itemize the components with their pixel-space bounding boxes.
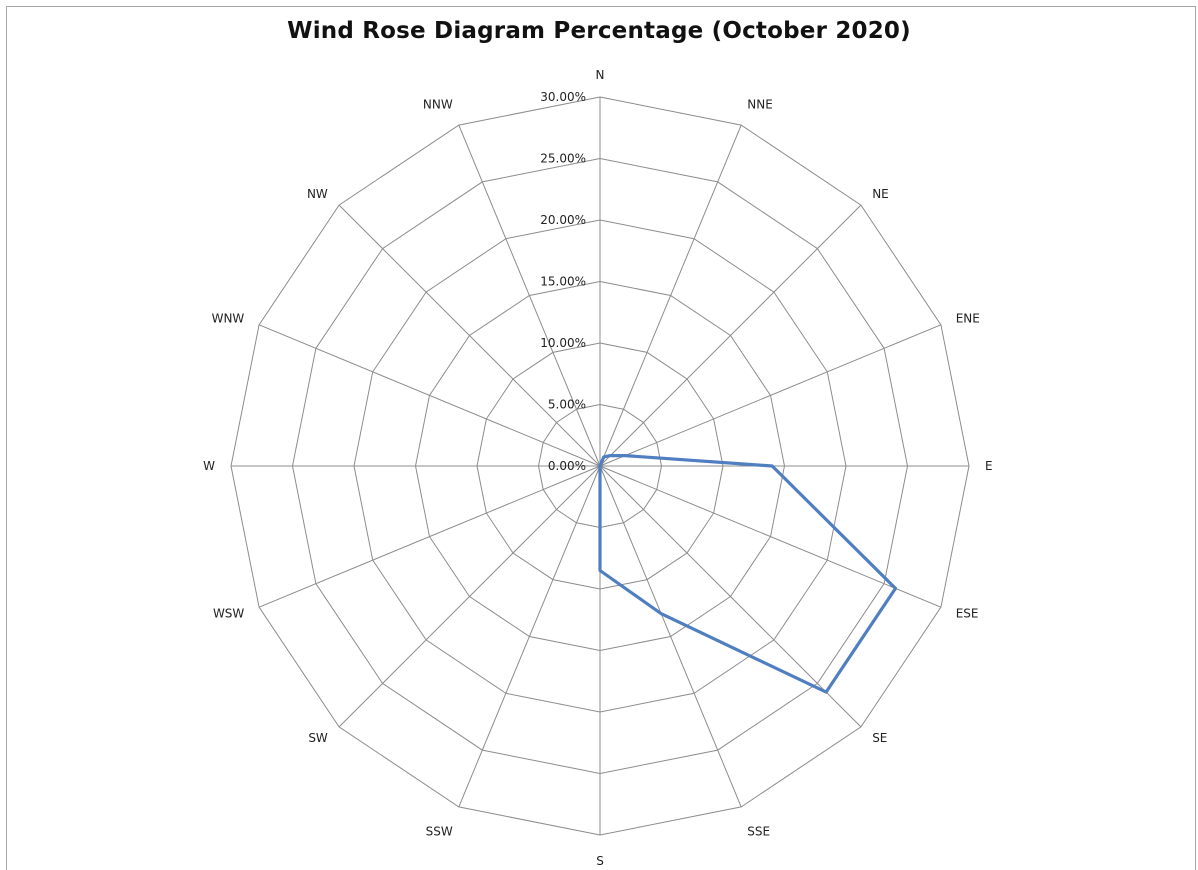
radial-axis: 0.00% 5.00% 10.00% 15.00% 20.00% 25.00% 30.00% — [540, 90, 586, 473]
tick-label: 5.00% — [548, 398, 586, 412]
direction-label-sw: SW — [308, 731, 328, 745]
grid-layer — [230, 96, 970, 836]
spoke-nw — [338, 204, 601, 467]
tick-label: 30.00% — [540, 90, 586, 104]
spoke-ne — [599, 204, 862, 467]
tick-label: 20.00% — [540, 213, 586, 227]
spoke-sw — [338, 465, 601, 728]
tick-label: 0.00% — [548, 459, 586, 473]
chart-title: Wind Rose Diagram Percentage (October 20… — [287, 18, 911, 44]
direction-label-nw: NW — [307, 187, 328, 201]
tick-label: 15.00% — [540, 275, 586, 289]
series-line-0 — [598, 454, 898, 694]
direction-label-e: E — [985, 459, 993, 473]
direction-label-s: S — [596, 854, 604, 868]
spoke-ene — [599, 324, 942, 467]
chart-area — [6, 6, 1196, 870]
direction-label-ssw: SSW — [426, 825, 453, 839]
direction-label-nne: NNE — [747, 97, 773, 111]
spoke-ese — [599, 465, 942, 608]
spoke-wnw — [258, 324, 601, 467]
direction-label-ene: ENE — [956, 312, 980, 326]
tick-label: 25.00% — [540, 152, 586, 166]
spoke-ssw — [458, 465, 601, 808]
direction-labels: N NNE NE ENE E ESE SE SSE S SSW SW WSW W WNW NW NNW — [203, 68, 992, 868]
direction-label-nnw: NNW — [423, 97, 453, 111]
spoke-nnw — [458, 124, 601, 467]
direction-label-ne: NE — [872, 187, 889, 201]
direction-label-sse: SSE — [747, 825, 770, 839]
series-layer — [598, 454, 898, 694]
spoke-sse — [599, 465, 742, 808]
spoke-wsw — [258, 465, 601, 608]
tick-label: 10.00% — [540, 336, 586, 350]
direction-label-se: SE — [872, 731, 887, 745]
direction-label-ese: ESE — [956, 606, 979, 620]
spoke-nne — [599, 124, 742, 467]
spoke-se — [599, 465, 862, 728]
direction-label-wnw: WNW — [212, 312, 245, 326]
direction-label-wsw: WSW — [213, 606, 244, 620]
direction-label-w: W — [203, 459, 215, 473]
direction-label-n: N — [596, 68, 605, 82]
